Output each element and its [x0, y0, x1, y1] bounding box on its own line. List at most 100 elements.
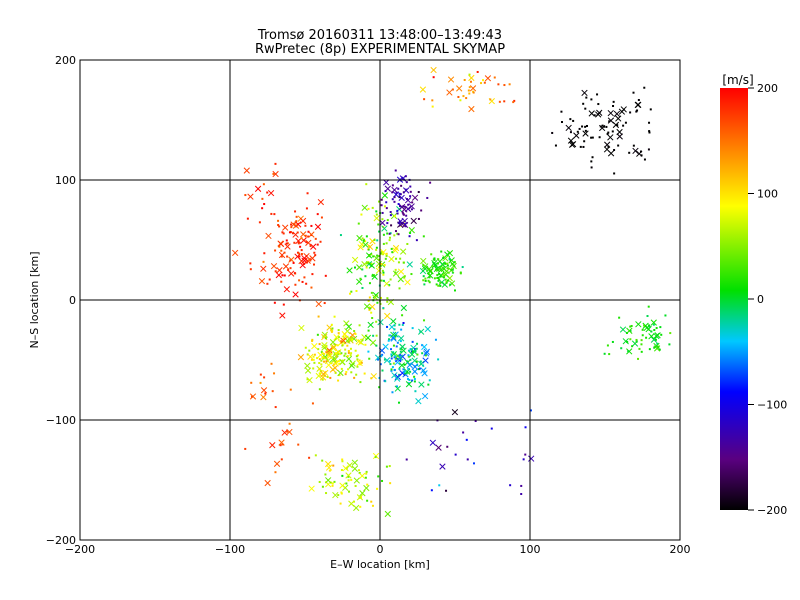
- data-point-cross: [468, 105, 475, 113]
- x-tick-label: 100: [520, 543, 541, 556]
- data-point: [424, 277, 427, 280]
- data-point: [459, 272, 462, 275]
- data-point: [340, 469, 343, 472]
- data-point: [321, 485, 324, 488]
- data-point: [313, 361, 316, 364]
- data-point: [503, 100, 506, 103]
- data-point: [389, 214, 392, 217]
- data-point-cross: [650, 336, 658, 343]
- data-point-cross: [565, 124, 572, 132]
- data-point-cross: [275, 271, 282, 279]
- data-point: [417, 217, 420, 220]
- data-point: [344, 352, 347, 355]
- data-point: [377, 475, 380, 478]
- y-tick-label: −200: [46, 534, 76, 547]
- data-point: [416, 342, 419, 345]
- data-point: [446, 267, 449, 270]
- data-point: [401, 314, 404, 317]
- data-point: [367, 207, 370, 210]
- data-point: [390, 368, 393, 371]
- data-point: [465, 438, 468, 441]
- data-point-cross: [426, 265, 433, 273]
- data-point: [632, 144, 635, 147]
- data-point-cross: [346, 267, 353, 274]
- data-point: [263, 252, 266, 255]
- data-point-cross: [422, 357, 429, 364]
- data-point: [388, 284, 391, 287]
- data-point: [261, 207, 264, 210]
- data-point: [399, 193, 402, 196]
- data-point: [398, 196, 401, 199]
- data-point: [295, 220, 298, 223]
- data-point: [629, 338, 632, 341]
- data-point: [354, 484, 357, 487]
- data-point: [508, 83, 511, 86]
- data-point: [322, 352, 325, 355]
- data-point: [324, 274, 327, 277]
- data-point: [590, 136, 593, 139]
- data-point: [403, 205, 406, 208]
- data-point: [402, 261, 405, 264]
- data-point-cross: [377, 319, 384, 326]
- data-point-cross: [351, 459, 358, 466]
- data-point: [375, 210, 378, 213]
- data-point: [386, 232, 389, 235]
- colorbar-tick-label: 100: [757, 188, 778, 201]
- data-point: [293, 241, 296, 244]
- data-point-cross: [392, 270, 400, 277]
- data-point: [367, 262, 370, 265]
- data-point: [374, 456, 377, 459]
- data-point: [439, 281, 442, 284]
- data-point: [320, 216, 323, 219]
- data-point-cross: [373, 255, 380, 262]
- data-point: [357, 222, 360, 225]
- data-point: [407, 378, 410, 381]
- data-point: [324, 473, 327, 476]
- colorbar-label: [m/s]: [722, 73, 753, 87]
- data-point: [316, 333, 319, 336]
- data-point: [405, 458, 408, 461]
- data-point: [305, 282, 308, 285]
- data-point-cross: [260, 387, 268, 394]
- data-point: [337, 494, 340, 497]
- data-point-cross: [369, 339, 377, 346]
- data-point: [318, 388, 321, 391]
- data-point: [443, 276, 446, 279]
- data-point: [375, 246, 378, 249]
- data-point: [348, 490, 351, 493]
- data-point: [404, 223, 407, 226]
- data-point: [316, 357, 319, 360]
- data-point: [410, 273, 413, 276]
- data-point: [366, 499, 369, 502]
- data-point: [411, 327, 414, 330]
- data-point: [529, 409, 532, 412]
- data-point-cross: [345, 472, 352, 479]
- y-tick-label: 0: [69, 294, 76, 307]
- data-point: [648, 131, 651, 134]
- data-point-cross: [446, 89, 453, 96]
- data-point-cross: [247, 193, 254, 200]
- data-point: [294, 210, 297, 213]
- data-point: [457, 95, 460, 98]
- data-point: [388, 239, 391, 242]
- data-point: [433, 257, 436, 260]
- data-point: [263, 203, 266, 206]
- data-point-cross: [406, 361, 413, 369]
- data-point-cross: [346, 462, 353, 469]
- data-point: [340, 492, 343, 495]
- data-point: [392, 362, 395, 365]
- data-point: [650, 330, 653, 333]
- data-point-cross: [405, 381, 413, 388]
- data-point: [380, 198, 383, 201]
- data-point: [375, 213, 378, 216]
- data-point-cross: [264, 479, 271, 487]
- data-point: [466, 458, 469, 461]
- data-point: [286, 430, 289, 433]
- data-point-cross: [348, 362, 355, 369]
- data-point: [318, 372, 321, 375]
- data-point: [449, 259, 452, 262]
- data-point: [632, 91, 635, 94]
- data-point: [303, 276, 306, 279]
- data-point: [250, 395, 253, 398]
- data-point: [407, 203, 410, 206]
